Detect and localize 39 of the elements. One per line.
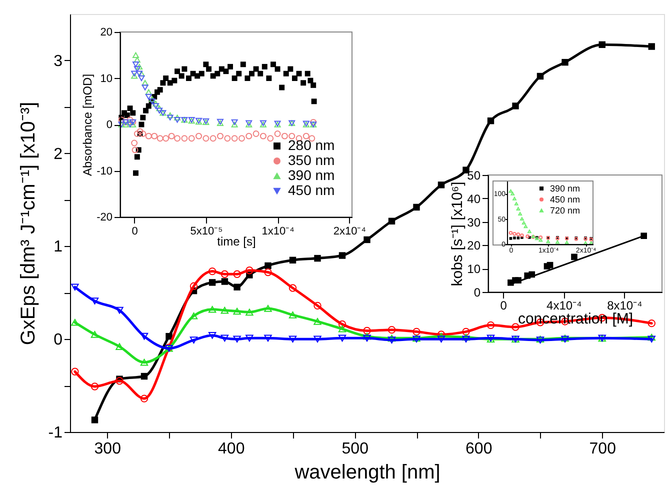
y-axis-title: kobs [s⁻¹] [x10⁶] — [449, 182, 466, 286]
y-tick-label: 0 — [474, 286, 481, 300]
y-tick-label: 0 — [54, 332, 63, 349]
y-tick-label: 1 — [54, 238, 63, 256]
legend-label: 350 nm — [288, 152, 335, 168]
x-tick-label: 4x10⁻⁴ — [546, 298, 582, 312]
legend-label: 450 nm — [550, 194, 580, 204]
x-axis-title: time [s] — [217, 234, 256, 248]
y-tick-label: 50 — [467, 168, 481, 182]
y-axis-title: Absorbance [mOD] — [80, 74, 95, 176]
legend-label: 390 nm — [550, 184, 580, 194]
y-axis-title: GxEps [dm³ J⁻¹cm⁻¹] [x10⁻³] — [17, 102, 40, 346]
x-tick-label: 700 — [589, 440, 616, 458]
x-tick-label: 5x10⁻⁵ — [190, 226, 223, 238]
x-axis-title: wavelength [nm] — [294, 462, 440, 484]
legend-label: 450 nm — [288, 182, 335, 198]
x-tick-label: 400 — [218, 440, 245, 458]
y-tick-label: 20 — [100, 26, 112, 38]
x-tick-label: 0 — [132, 226, 138, 238]
y-tick-label: -1 — [48, 424, 63, 442]
y-tick-label: 40 — [467, 192, 481, 206]
y-tick-label: -10 — [96, 165, 112, 178]
legend-label: 390 nm — [288, 167, 335, 183]
x-tick-label: 500 — [342, 440, 369, 458]
y-tick-label: -20 — [96, 212, 112, 224]
y-tick-label: 2 — [54, 146, 63, 163]
x-tick-label: 2x10⁻⁴ — [333, 226, 366, 238]
legend-label: 280 nm — [288, 137, 335, 153]
y-tick-label: 3 — [54, 52, 63, 70]
y-tick-label: 10 — [100, 72, 112, 85]
x-tick-label: 600 — [466, 440, 492, 458]
x-tick-label: 300 — [94, 440, 122, 458]
y-tick-label: 0 — [106, 119, 112, 131]
x-tick-label: 8x10⁻⁴ — [607, 298, 642, 312]
y-tick-label: 10 — [467, 262, 481, 276]
legend-label: 720 nm — [550, 206, 580, 216]
y-tick-label: 20 — [467, 238, 481, 253]
x-tick-label: 1x10⁻⁴ — [262, 226, 295, 238]
y-tick-label: 30 — [467, 215, 481, 230]
